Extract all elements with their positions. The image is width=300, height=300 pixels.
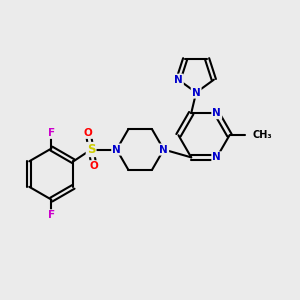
Text: N: N	[192, 88, 200, 98]
Text: S: S	[87, 143, 95, 156]
Text: N: N	[112, 145, 121, 154]
Text: N: N	[159, 145, 168, 154]
Text: F: F	[48, 210, 55, 220]
Text: N: N	[174, 75, 183, 85]
Text: F: F	[48, 128, 55, 138]
Text: O: O	[84, 128, 92, 138]
Text: CH₃: CH₃	[252, 130, 272, 140]
Text: N: N	[212, 152, 221, 162]
Text: N: N	[212, 108, 221, 118]
Text: O: O	[90, 161, 98, 171]
